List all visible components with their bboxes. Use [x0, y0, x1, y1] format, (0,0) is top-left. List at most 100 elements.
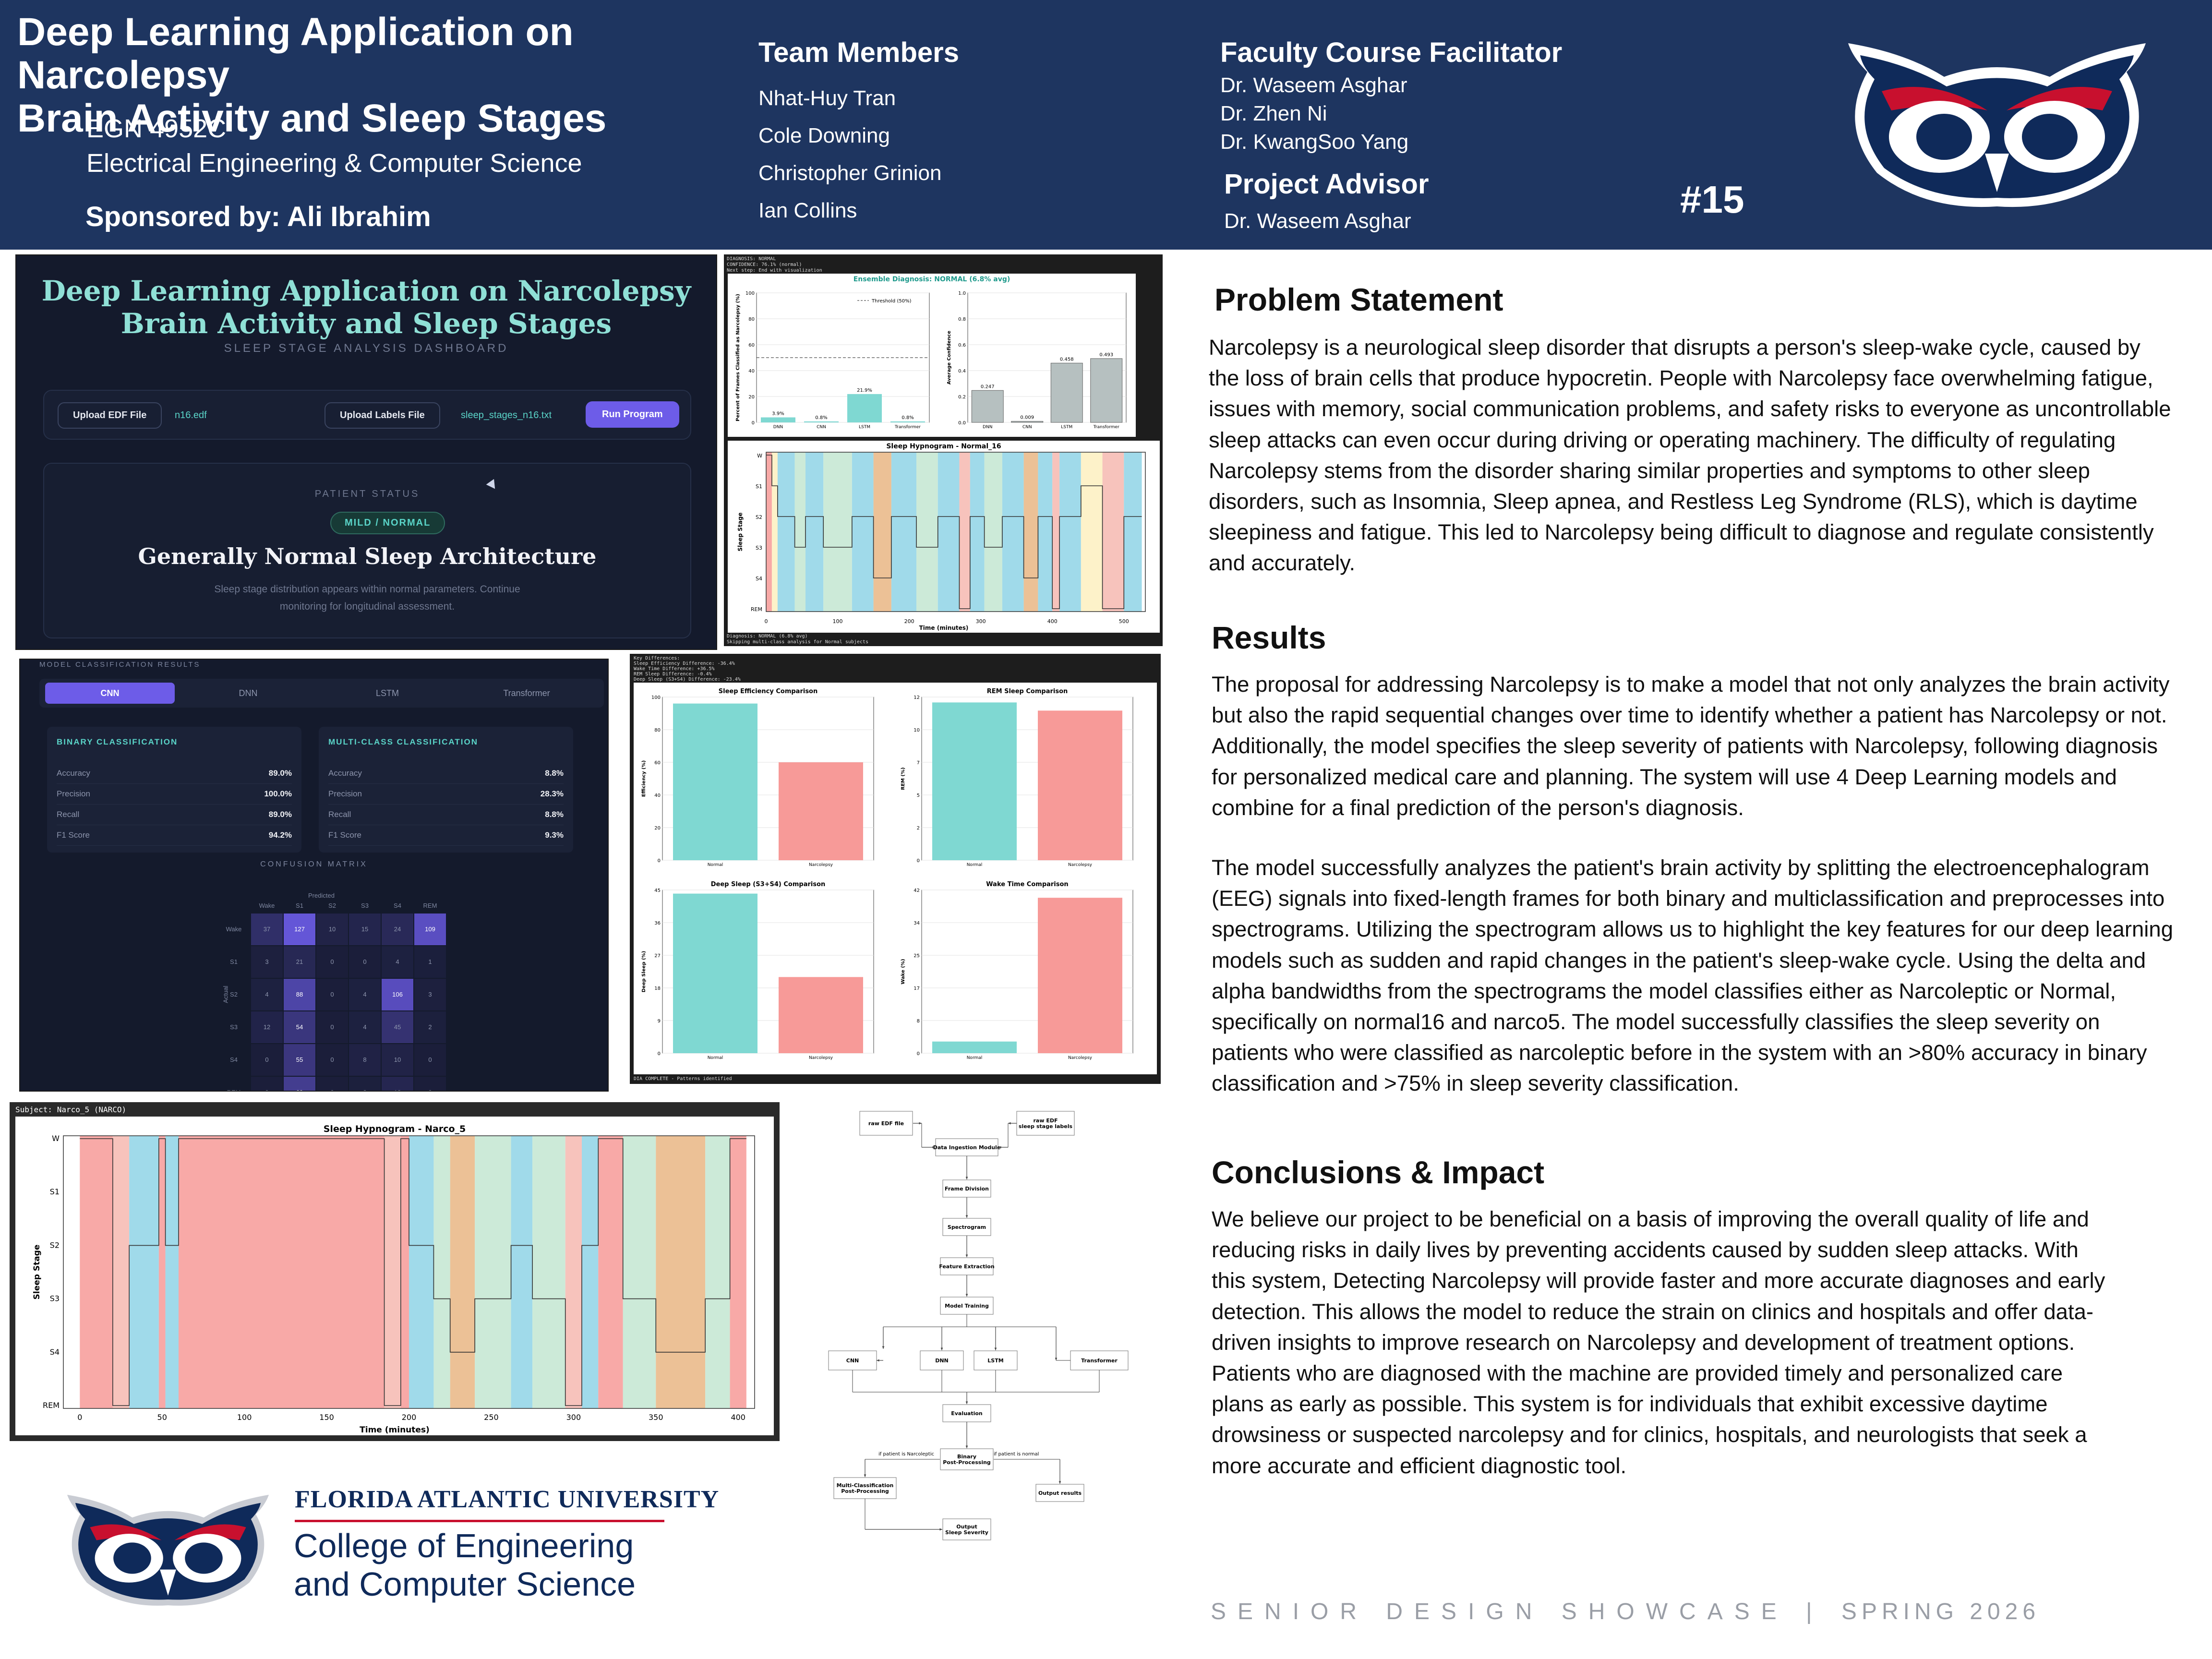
y-tick-label: 2 [917, 826, 920, 831]
matrix-cell: 24 [382, 914, 413, 945]
y-tick-label: 0 [752, 421, 755, 426]
matrix-cell: 4 [349, 979, 381, 1010]
panel-title: REM Sleep Comparison [987, 688, 1068, 695]
matrix-cell: 4 [382, 946, 413, 978]
stage-band [1102, 452, 1124, 612]
course-code: EGN 4952C [86, 114, 227, 143]
data-label: 0.493 [1099, 352, 1113, 358]
bar [1038, 710, 1122, 860]
team-member: Cole Downing [758, 124, 890, 147]
model-results-screenshot: MODEL CLASSIFICATION RESULTS CNN DNN LST… [19, 659, 609, 1092]
results-body-2: The model successfully analyzes the pati… [1212, 855, 2174, 1096]
arrow-head [864, 1474, 866, 1477]
tab-lstm[interactable]: LSTM [375, 688, 399, 698]
evaluation-label: Evaluation [951, 1410, 983, 1417]
matrix-row-label: Wake [226, 926, 242, 933]
metric-label: Precision [328, 789, 362, 798]
upload-labels-button[interactable]: Upload Labels File [325, 402, 440, 429]
stage-band [705, 1136, 730, 1408]
ingestion-box [935, 1138, 998, 1156]
poster-number: #15 [1680, 178, 1744, 221]
bar [971, 390, 1004, 423]
metric-value: 100.0% [264, 789, 292, 798]
faculty-member: Dr. Waseem Asghar [1220, 73, 1407, 97]
stage-band [959, 452, 970, 612]
frame-division-label: Frame Division [945, 1186, 989, 1192]
console-line: Diagnosis: NORMAL (6.8% avg) [727, 634, 808, 639]
arrow-head [965, 1254, 968, 1257]
stage-band [165, 1136, 179, 1408]
x-axis-label: Time (minutes) [919, 625, 969, 631]
showcase-label: SENIOR DESIGN SHOWCASE [1211, 1599, 1788, 1624]
sponsor: Sponsored by: Ali Ibrahim [85, 201, 431, 232]
data-label: 21.9% [857, 388, 872, 393]
stage-band [730, 1136, 746, 1408]
data-label: 0.8% [815, 415, 827, 421]
metric-value: 8.8% [545, 769, 564, 778]
y-tick-label: 25 [914, 953, 920, 959]
bar [847, 394, 882, 422]
branch-label: if patient is Narcoleptic [878, 1452, 934, 1457]
binary-post-label: Post-Processing [943, 1459, 991, 1466]
multiclass-heading: MULTI-CLASS CLASSIFICATION [328, 737, 479, 746]
metric-value: 94.2% [268, 830, 292, 840]
bar [779, 762, 863, 860]
faculty-heading: Faculty Course Facilitator [1220, 37, 1563, 68]
results-body-1: The proposal for addressing Narcolepsy i… [1212, 672, 2170, 820]
confusion-heading: CONFUSION MATRIX [260, 860, 368, 868]
stage-band [823, 452, 852, 612]
raw-edf-box [859, 1111, 913, 1136]
y-tick-label: 0 [658, 1051, 661, 1057]
matrix-cell: 1 [414, 946, 446, 978]
status-description: monitoring for longitudinal assessment. [279, 601, 455, 612]
raw-labels-label: sleep stage labels [1019, 1123, 1073, 1130]
status-badge: MILD / NORMAL [330, 512, 445, 534]
stage-band [179, 1136, 385, 1408]
arrow-head [939, 1528, 942, 1531]
bar [673, 703, 757, 860]
tab-transformer[interactable]: Transformer [503, 688, 550, 698]
output-severity-label: Sleep Severity [945, 1529, 988, 1536]
x-tick-label: 100 [833, 618, 843, 625]
lstm-box [974, 1350, 1018, 1370]
data-label: 3.9% [772, 411, 784, 416]
owl-logo-icon [67, 1494, 269, 1606]
matrix-row-label: S3 [230, 1023, 238, 1031]
metric-value: 8.8% [545, 810, 564, 819]
run-program-button[interactable]: Run Program [586, 401, 679, 428]
data-label: 0.8% [902, 415, 914, 421]
binary-row: Precision 100.0% [57, 784, 292, 805]
matrix-cell: 0 [251, 1077, 283, 1091]
course-info: EGN 4952C Electrical Engineering & Compu… [86, 111, 582, 180]
stage-band [112, 1136, 130, 1408]
y-axis-label: Wake (%) [901, 959, 906, 984]
matrix-cell: 54 [284, 1011, 315, 1043]
footer-divider: | [1806, 1599, 1812, 1624]
college-name: and Computer Science [294, 1565, 636, 1603]
x-tick-label: Normal [967, 863, 983, 867]
x-tick-label: LSTM [1061, 425, 1072, 430]
matrix-cell: 0 [316, 979, 348, 1010]
y-tick-label: 5 [917, 793, 920, 798]
y-tick-label: 100 [745, 291, 755, 296]
bar [1011, 421, 1044, 423]
console-line: Key Differences: [634, 656, 680, 661]
stage-band [852, 452, 874, 612]
matrix-cell: 88 [284, 979, 315, 1010]
hypnogram-line [766, 455, 1142, 609]
x-tick-label: 0 [77, 1413, 82, 1422]
upload-edf-button[interactable]: Upload EDF File [58, 402, 162, 429]
chart-title: Sleep Hypnogram - Normal_16 [886, 443, 1001, 450]
spectrogram-box [942, 1218, 991, 1236]
conclusions-heading: Conclusions & Impact [1212, 1154, 1545, 1190]
x-tick-label: 300 [566, 1413, 581, 1422]
patient-status-label: PATIENT STATUS [314, 489, 420, 499]
y-tick-label: 0 [658, 858, 661, 864]
tab-cnn[interactable]: CNN [45, 683, 175, 704]
results-heading: Results [1212, 620, 1326, 655]
matrix-cell: 3 [414, 979, 446, 1010]
tab-dnn[interactable]: DNN [239, 688, 258, 698]
matrix-cell: 0 [414, 1077, 446, 1091]
x-tick-label: Transformer [1093, 425, 1119, 430]
console-line: DIAGNOSIS: NORMAL [727, 256, 776, 262]
